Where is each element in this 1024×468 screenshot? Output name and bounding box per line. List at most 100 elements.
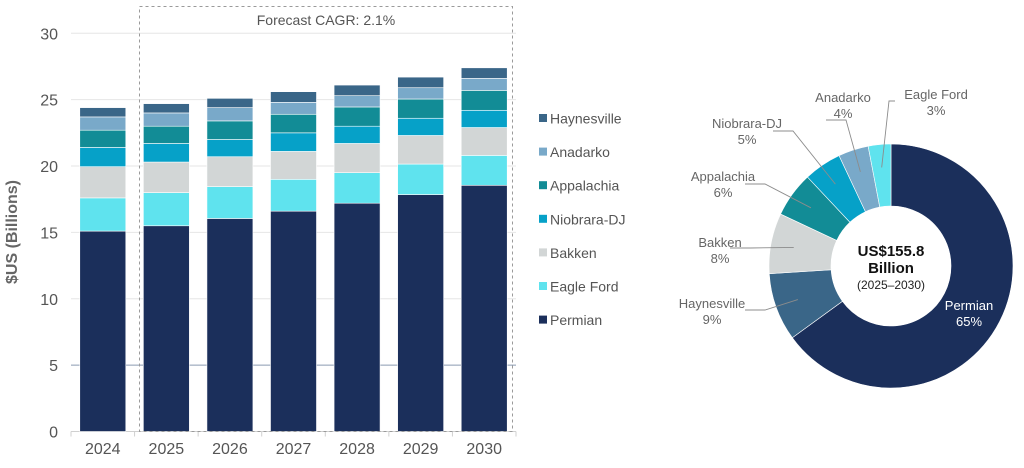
bar-segment-permian [143, 225, 190, 432]
legend-item: Anadarko [539, 144, 610, 160]
legend-label: Appalachia [550, 178, 619, 194]
bar-segment-anadarko [270, 102, 317, 115]
leader-line [745, 183, 812, 209]
y-axis-label: $US (Billions) [4, 180, 21, 284]
bar-segment-appalachia [79, 129, 127, 148]
bar-stack-2028 [333, 84, 381, 432]
donut-slice-eagle-ford [867, 143, 892, 208]
y-tick-label: 15 [40, 225, 58, 242]
bar-segment-bakken [397, 135, 444, 165]
bar-segment-permian [206, 218, 254, 432]
bar-segment-bakken [270, 151, 317, 180]
y-tick-label: 0 [49, 425, 58, 442]
bar-stack-2026 [206, 98, 254, 432]
legend-swatch [539, 181, 547, 190]
bar-segment-haynesville [460, 67, 508, 79]
donut-chart [768, 143, 1014, 389]
bar-segment-permian [460, 184, 508, 432]
legend-item: Appalachia [539, 178, 619, 194]
donut-label-percent: 4% [834, 106, 853, 121]
x-axis-ticks: 2024 2025 2026 2027 2028 2029 2030 [85, 441, 502, 458]
bar-segment-niobrara-dj [79, 147, 127, 167]
donut-label-percent: 5% [738, 132, 757, 147]
bar-segment-eagle-ford [270, 179, 317, 212]
bar-segment-bakken [143, 161, 190, 193]
leader-line [773, 130, 836, 185]
legend-swatch [539, 114, 547, 122]
x-tick-label: 2025 [149, 441, 185, 458]
x-tick-label: 2027 [276, 441, 312, 458]
x-tick-label: 2026 [212, 441, 248, 458]
y-tick-label: 5 [49, 358, 58, 375]
bar-segment-haynesville [333, 84, 381, 96]
donut-label-percent: 6% [714, 185, 733, 200]
legend-item: Bakken [539, 245, 597, 261]
bar-segment-niobrara-dj [143, 143, 190, 163]
bar-segment-bakken [333, 143, 381, 173]
bar-stack-2027 [270, 91, 317, 432]
legend-label: Bakken [550, 245, 597, 261]
bar-segment-haynesville [270, 91, 317, 103]
y-axis-ticks: 0 5 10 15 20 25 30 [40, 26, 58, 441]
legend-swatch [539, 214, 547, 223]
bar-segment-eagle-ford [460, 155, 508, 186]
donut-label-percent: 3% [927, 103, 946, 118]
donut-label-name: Permian [945, 298, 993, 313]
x-tick-label: 2029 [403, 441, 439, 458]
bar-segment-appalachia [270, 113, 317, 134]
donut-label-name: Appalachia [691, 169, 756, 184]
bar-segment-eagle-ford [333, 172, 381, 204]
bar-segment-anadarko [206, 107, 254, 122]
legend-item: Permian [539, 312, 602, 328]
bar-segment-haynesville [143, 103, 190, 114]
bar-segment-eagle-ford [79, 197, 127, 232]
bar-segment-niobrara-dj [206, 139, 254, 158]
bar-segment-eagle-ford [143, 192, 190, 227]
bar-segment-anadarko [143, 112, 190, 127]
bar-segment-appalachia [206, 120, 254, 140]
legend-label: Permian [550, 312, 602, 328]
bar-segment-haynesville [397, 76, 444, 89]
forecast-box [139, 6, 513, 432]
y-tick-label: 25 [40, 93, 58, 110]
bar-segment-anadarko [333, 95, 381, 108]
y-tick-label: 30 [40, 26, 58, 43]
bar-segment-anadarko [460, 78, 508, 91]
legend: Haynesville Anadarko Appalachia Niobrara-DJ… [539, 111, 625, 328]
bar-segment-bakken [79, 166, 127, 199]
leader-line [745, 299, 798, 311]
bar-segment-niobrara-dj [460, 109, 508, 128]
forecast-cagr-annotation: Forecast CAGR: 2.1% [257, 12, 396, 28]
donut-label-percent: 65% [956, 314, 982, 329]
donut-label-name: Bakken [698, 235, 741, 250]
donut-label-percent: 9% [703, 312, 722, 327]
donut-label-name: Niobrara-DJ [712, 116, 782, 131]
donut-slice-permian [791, 143, 1014, 389]
bar-segment-permian [79, 230, 127, 432]
legend-swatch [539, 315, 547, 324]
donut-label-niobrara-dj: Niobrara-DJ5% [712, 116, 836, 185]
bar-segment-appalachia [333, 106, 381, 127]
bar-segment-anadarko [79, 116, 127, 131]
bar-segment-anadarko [397, 87, 444, 100]
legend-item: Niobrara-DJ [539, 211, 625, 227]
legend-swatch [539, 248, 547, 257]
legend-label: Anadarko [550, 144, 610, 160]
stacked-bars [79, 67, 508, 432]
x-tick-label: 2028 [339, 441, 375, 458]
x-tick-label: 2030 [466, 441, 502, 458]
legend-swatch [539, 282, 547, 290]
bar-segment-niobrara-dj [333, 125, 381, 144]
y-tick-label: 20 [40, 159, 58, 176]
bar-segment-appalachia [143, 125, 190, 144]
leader-line [730, 246, 794, 249]
bar-segment-bakken [206, 156, 254, 187]
donut-label-name: Eagle Ford [904, 87, 968, 102]
bar-segment-niobrara-dj [397, 117, 444, 136]
bar-segment-permian [397, 194, 444, 432]
